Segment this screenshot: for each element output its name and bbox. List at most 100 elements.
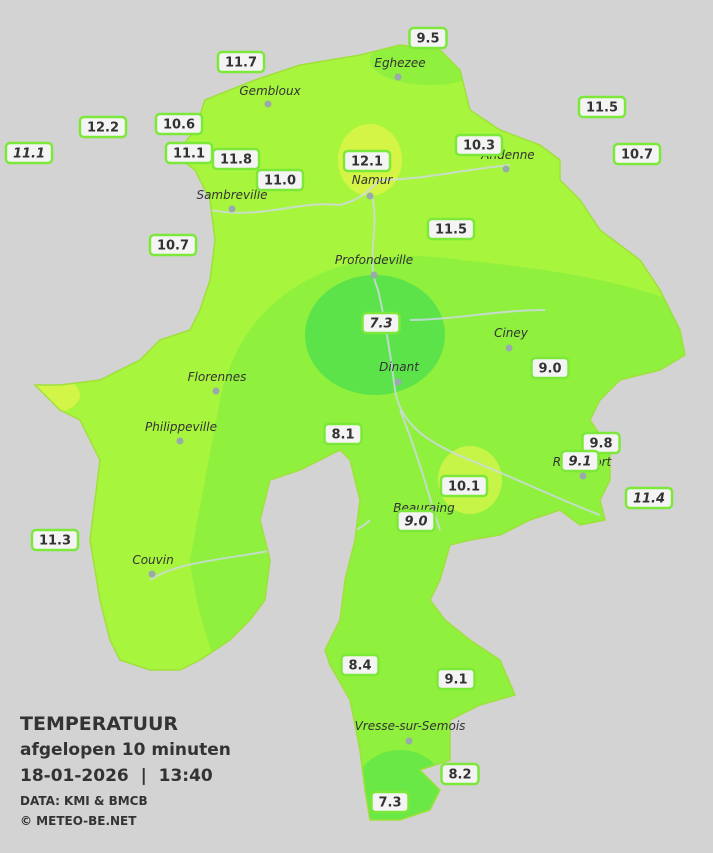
city-name: Namur xyxy=(352,173,394,187)
city-name: Couvin xyxy=(132,553,173,567)
legend-datetime: 18-01-2026 | 13:40 xyxy=(20,766,213,786)
station-label: 11.8 xyxy=(211,147,261,171)
station-value: 11.4 xyxy=(633,492,665,507)
station-value: 12.1 xyxy=(351,155,383,170)
label-box xyxy=(581,431,621,455)
station-label: 10.3 xyxy=(454,133,504,157)
label-box xyxy=(211,147,261,171)
label-box xyxy=(255,168,305,192)
legend-subtitle: afgelopen 10 minuten xyxy=(20,740,231,760)
station-value: 11.7 xyxy=(225,56,257,71)
station-label: 12.2 xyxy=(78,115,128,139)
city-dot xyxy=(405,737,413,745)
label-box xyxy=(436,667,476,691)
station-value: 11.0 xyxy=(264,174,296,189)
city-name: Ciney xyxy=(494,326,529,340)
station-label: 12.1 xyxy=(342,149,392,173)
station-label: 7.3 xyxy=(370,790,410,814)
station-value: 10.7 xyxy=(621,148,653,163)
station-value: 9.1 xyxy=(444,673,467,688)
station-label: 7.3 xyxy=(361,311,401,335)
label-box xyxy=(426,217,476,241)
station-value: 9.5 xyxy=(416,32,439,47)
city-dot xyxy=(228,205,236,213)
label-box xyxy=(454,133,504,157)
station-value: 11.8 xyxy=(220,153,252,168)
station-value: 11.5 xyxy=(586,101,618,116)
label-box xyxy=(370,790,410,814)
label-box xyxy=(30,528,80,552)
station-label: 9.0 xyxy=(530,356,570,380)
city-name: Vresse-sur-Semois xyxy=(355,719,466,733)
station-label: 8.4 xyxy=(340,653,380,677)
label-box xyxy=(323,422,363,446)
station-value: 9.8 xyxy=(589,437,612,452)
station-value: 11.1 xyxy=(173,147,205,162)
label-box xyxy=(530,356,570,380)
city-name: Eghezee xyxy=(374,56,425,70)
station-value: 7.3 xyxy=(369,317,392,332)
station-label: 9.1 xyxy=(560,449,600,473)
city-dot xyxy=(579,472,587,480)
station-label: 11.3 xyxy=(30,528,80,552)
label-box xyxy=(148,233,198,257)
label-box xyxy=(439,474,489,498)
city-dot xyxy=(264,100,272,108)
station-label: 11.5 xyxy=(577,95,627,119)
legend-copyright: © METEO-BE.NET xyxy=(20,814,137,828)
station-label: 8.1 xyxy=(323,422,363,446)
label-box xyxy=(577,95,627,119)
station-value: 7.3 xyxy=(378,796,401,811)
station-value: 9.0 xyxy=(538,362,561,377)
station-label: 9.5 xyxy=(408,26,448,50)
legend-title: TEMPERATUUR xyxy=(20,713,178,735)
station-label: 10.7 xyxy=(612,142,662,166)
station-label: 11.0 xyxy=(255,168,305,192)
station-label: 10.7 xyxy=(148,233,198,257)
label-box xyxy=(396,509,436,533)
label-box xyxy=(216,50,266,74)
station-value: 10.7 xyxy=(157,239,189,254)
station-value: 9.1 xyxy=(568,455,591,470)
label-box xyxy=(624,486,674,510)
station-value: 10.1 xyxy=(448,480,480,495)
city-dot xyxy=(394,73,402,81)
city-name: Florennes xyxy=(188,370,247,384)
station-label: 11.1 xyxy=(4,141,54,165)
city-name: Dinant xyxy=(379,360,420,374)
label-box xyxy=(440,762,480,786)
city-dot xyxy=(502,165,510,173)
station-label: 10.6 xyxy=(154,112,204,136)
station-value: 9.0 xyxy=(404,515,427,530)
city-dot xyxy=(212,387,220,395)
station-value: 10.3 xyxy=(463,139,495,154)
label-box xyxy=(154,112,204,136)
station-label: 9.8 xyxy=(581,431,621,455)
label-box xyxy=(560,449,600,473)
label-box xyxy=(361,311,401,335)
station-value: 10.6 xyxy=(163,118,195,133)
station-label: 8.2 xyxy=(440,762,480,786)
station-value: 11.5 xyxy=(435,223,467,238)
city-dot xyxy=(505,344,513,352)
station-value: 11.3 xyxy=(39,534,71,549)
station-label: 10.1 xyxy=(439,474,489,498)
city-name: Gembloux xyxy=(239,84,301,98)
station-label: 11.5 xyxy=(426,217,476,241)
city-name: Profondeville xyxy=(335,253,413,267)
label-box xyxy=(408,26,448,50)
label-box xyxy=(340,653,380,677)
station-label: 11.7 xyxy=(216,50,266,74)
label-box xyxy=(342,149,392,173)
station-value: 12.2 xyxy=(87,121,119,136)
city-dot xyxy=(394,378,402,386)
station-value: 8.1 xyxy=(331,428,354,443)
station-label: 9.1 xyxy=(436,667,476,691)
station-label: 9.0 xyxy=(396,509,436,533)
legend-source: DATA: KMI & BMCB xyxy=(20,794,148,808)
station-value: 8.2 xyxy=(448,768,471,783)
label-box xyxy=(78,115,128,139)
city-dot xyxy=(176,437,184,445)
station-label: 11.1 xyxy=(164,141,214,165)
station-value: 11.1 xyxy=(13,147,45,162)
